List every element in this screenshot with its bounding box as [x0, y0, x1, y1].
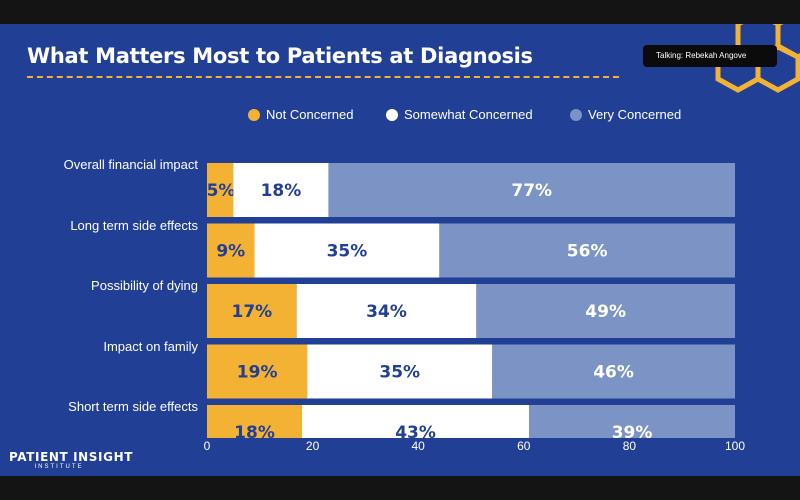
- legend-not-concerned: Not Concerned: [248, 107, 353, 122]
- category-label: Short term side effects: [68, 399, 198, 414]
- data-label-not-concerned: 9%: [216, 242, 245, 262]
- data-label-somewhat-concerned: 35%: [327, 242, 368, 262]
- bar-row-short-term-side-effects: 18% 43% 39%: [207, 405, 735, 438]
- logo-subtext: INSTITUTE: [34, 464, 84, 470]
- data-label-somewhat-concerned: 43%: [395, 423, 436, 438]
- legend-somewhat-concerned: Somewhat Concerned: [386, 107, 533, 122]
- bar-segment-very-concerned: [476, 284, 735, 338]
- data-label-not-concerned: 19%: [237, 363, 278, 383]
- title-underline: [27, 76, 619, 78]
- legend-swatch-somewhat-concerned: [386, 108, 398, 121]
- legend-very-concerned: Very Concerned: [570, 107, 681, 122]
- category-label: Overall financial impact: [63, 157, 198, 172]
- data-label-very-concerned: 39%: [612, 423, 653, 438]
- x-tick-label: 20: [305, 439, 320, 453]
- bar-row-overall-financial-impact: 5% 18% 77%: [207, 163, 735, 217]
- x-tick-label: 80: [622, 439, 637, 453]
- window-bottom-bar: [0, 476, 800, 500]
- legend-swatch-very-concerned: [570, 108, 582, 121]
- data-label-not-concerned: 18%: [234, 423, 275, 438]
- bar-segment-very-concerned: [529, 405, 735, 438]
- bar-segment-not-concerned: [207, 405, 303, 438]
- bar-row-impact-on-family: 19% 35% 46%: [207, 344, 735, 399]
- data-label-somewhat-concerned: 34%: [366, 302, 407, 322]
- x-tick-label: 40: [411, 439, 425, 453]
- bar-segment-somewhat-concerned: [296, 284, 477, 338]
- x-tick-label: 60: [517, 439, 531, 453]
- data-label-not-concerned: 17%: [232, 302, 273, 322]
- bar-segment-not-concerned: [207, 223, 255, 278]
- bar-segment-not-concerned: [207, 284, 297, 338]
- stacked-bar-chart: 5% 18% 77% 9% 35% 56% 17% 34% 49% 19% 35% 46% 18% 43%…: [207, 163, 735, 438]
- slide: What Matters Most to Patients at Diagnos…: [0, 24, 800, 476]
- legend-swatch-not-concerned: [248, 108, 260, 121]
- legend-label-somewhat-concerned: Somewhat Concerned: [404, 107, 533, 122]
- bar-segment-somewhat-concerned: [233, 163, 329, 217]
- data-label-somewhat-concerned: 35%: [379, 363, 420, 383]
- bar-segment-not-concerned: [207, 163, 234, 217]
- category-label: Impact on family: [103, 339, 198, 354]
- legend-label-not-concerned: Not Concerned: [266, 107, 354, 122]
- legend-label-very-concerned: Very Concerned: [588, 107, 682, 122]
- talking-indicator: Talking: Rebekah Angove: [643, 45, 777, 67]
- data-label-very-concerned: 49%: [585, 302, 626, 322]
- data-label-not-concerned: 5%: [207, 181, 235, 201]
- chart-title: What Matters Most to Patients at Diagnos…: [27, 44, 533, 68]
- bar-row-possibility-of-dying: 17% 34% 49%: [207, 284, 735, 338]
- x-tick-label: 100: [724, 439, 746, 453]
- category-label: Possibility of dying: [91, 278, 198, 293]
- category-label: Long term side effects: [70, 218, 198, 233]
- logo-text: PATIENT INSIGHT: [9, 450, 133, 464]
- data-label-very-concerned: 46%: [593, 363, 634, 383]
- data-label-somewhat-concerned: 18%: [261, 181, 302, 201]
- data-label-very-concerned: 56%: [567, 242, 608, 262]
- bar-segment-very-concerned: [328, 163, 735, 217]
- data-label-very-concerned: 77%: [511, 181, 552, 201]
- bar-segment-somewhat-concerned: [254, 223, 440, 278]
- bar-segment-not-concerned: [207, 344, 308, 399]
- bar-segment-very-concerned: [492, 344, 735, 399]
- x-tick-label: 0: [203, 439, 211, 453]
- bar-segment-somewhat-concerned: [302, 405, 530, 438]
- bar-segment-somewhat-concerned: [307, 344, 493, 399]
- bar-segment-very-concerned: [439, 223, 735, 278]
- bar-row-long-term-side-effects: 9% 35% 56%: [207, 223, 735, 278]
